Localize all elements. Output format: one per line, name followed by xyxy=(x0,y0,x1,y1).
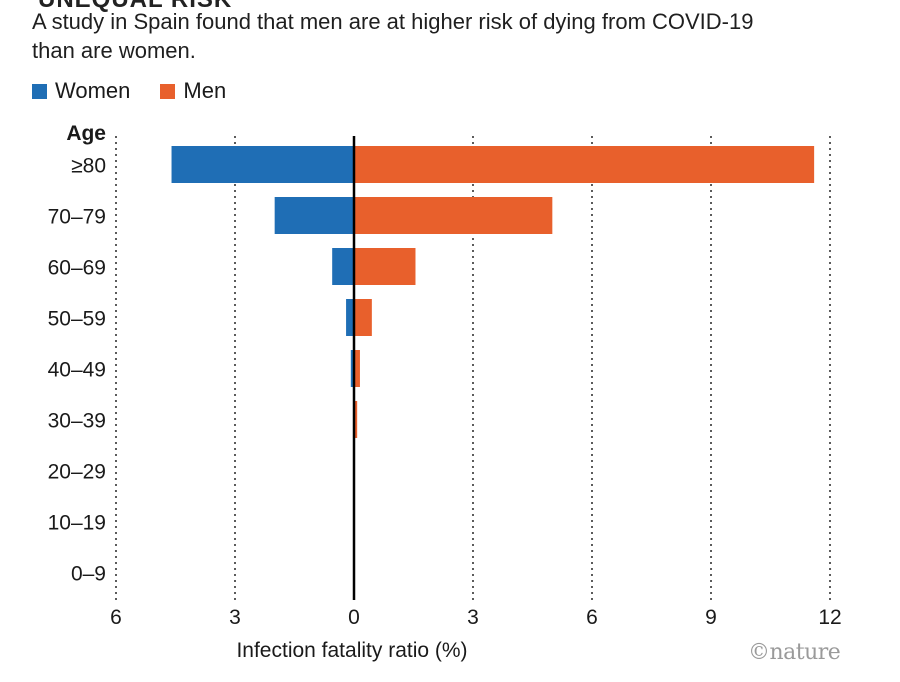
x-tick-label: 3 xyxy=(467,606,479,629)
category-label: 0–9 xyxy=(71,563,106,586)
bar-men xyxy=(354,146,815,183)
category-label: 30–39 xyxy=(48,410,106,433)
category-label: 50–59 xyxy=(48,308,106,331)
bar-women xyxy=(350,350,354,387)
cut-off-title: UNEQUAL RISK xyxy=(38,0,232,14)
legend-item-women: Women xyxy=(32,78,130,104)
x-tick-label: 3 xyxy=(229,606,241,629)
chart-subtitle: A study in Spain found that men are at h… xyxy=(32,9,754,63)
legend-label-men: Men xyxy=(183,78,227,103)
category-label: 10–19 xyxy=(48,512,106,535)
category-label: 20–29 xyxy=(48,461,106,484)
category-label: 60–69 xyxy=(48,257,106,280)
category-label: 40–49 xyxy=(48,359,106,382)
legend: Women Men xyxy=(32,78,256,104)
bar-men xyxy=(354,197,553,234)
x-tick-label: 12 xyxy=(818,606,841,629)
x-tick-label: 6 xyxy=(586,606,598,629)
men-swatch xyxy=(160,83,176,99)
bar-men xyxy=(354,350,360,387)
x-tick-label: 6 xyxy=(110,606,122,629)
bar-women xyxy=(332,248,354,285)
nature-credit: ©nature xyxy=(748,640,841,665)
x-tick-label: 9 xyxy=(705,606,717,629)
bar-men xyxy=(354,248,416,285)
x-tick-label: 0 xyxy=(348,606,360,629)
y-axis-label: Age xyxy=(66,122,106,145)
bar-women xyxy=(274,197,354,234)
category-label: ≥80 xyxy=(71,155,106,178)
legend-label-women: Women xyxy=(55,78,131,103)
bar-women xyxy=(171,146,354,183)
category-label: 70–79 xyxy=(48,206,106,229)
bar-men xyxy=(354,299,372,336)
bar-men xyxy=(354,401,358,438)
women-swatch xyxy=(32,83,47,99)
bar-women xyxy=(346,299,354,336)
legend-item-men: Men xyxy=(160,78,226,104)
x-axis-label: Infection fatality ratio (%) xyxy=(236,639,467,662)
